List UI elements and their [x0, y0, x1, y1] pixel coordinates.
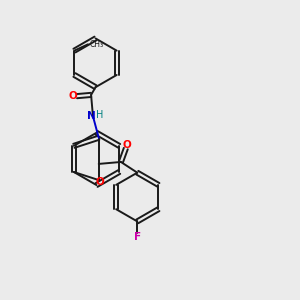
Text: O: O — [69, 91, 78, 101]
Text: N: N — [87, 111, 96, 121]
Text: H: H — [96, 110, 103, 120]
Text: CH₃: CH₃ — [90, 40, 104, 49]
Text: O: O — [96, 177, 105, 187]
Text: F: F — [134, 232, 141, 242]
Text: O: O — [123, 140, 132, 150]
